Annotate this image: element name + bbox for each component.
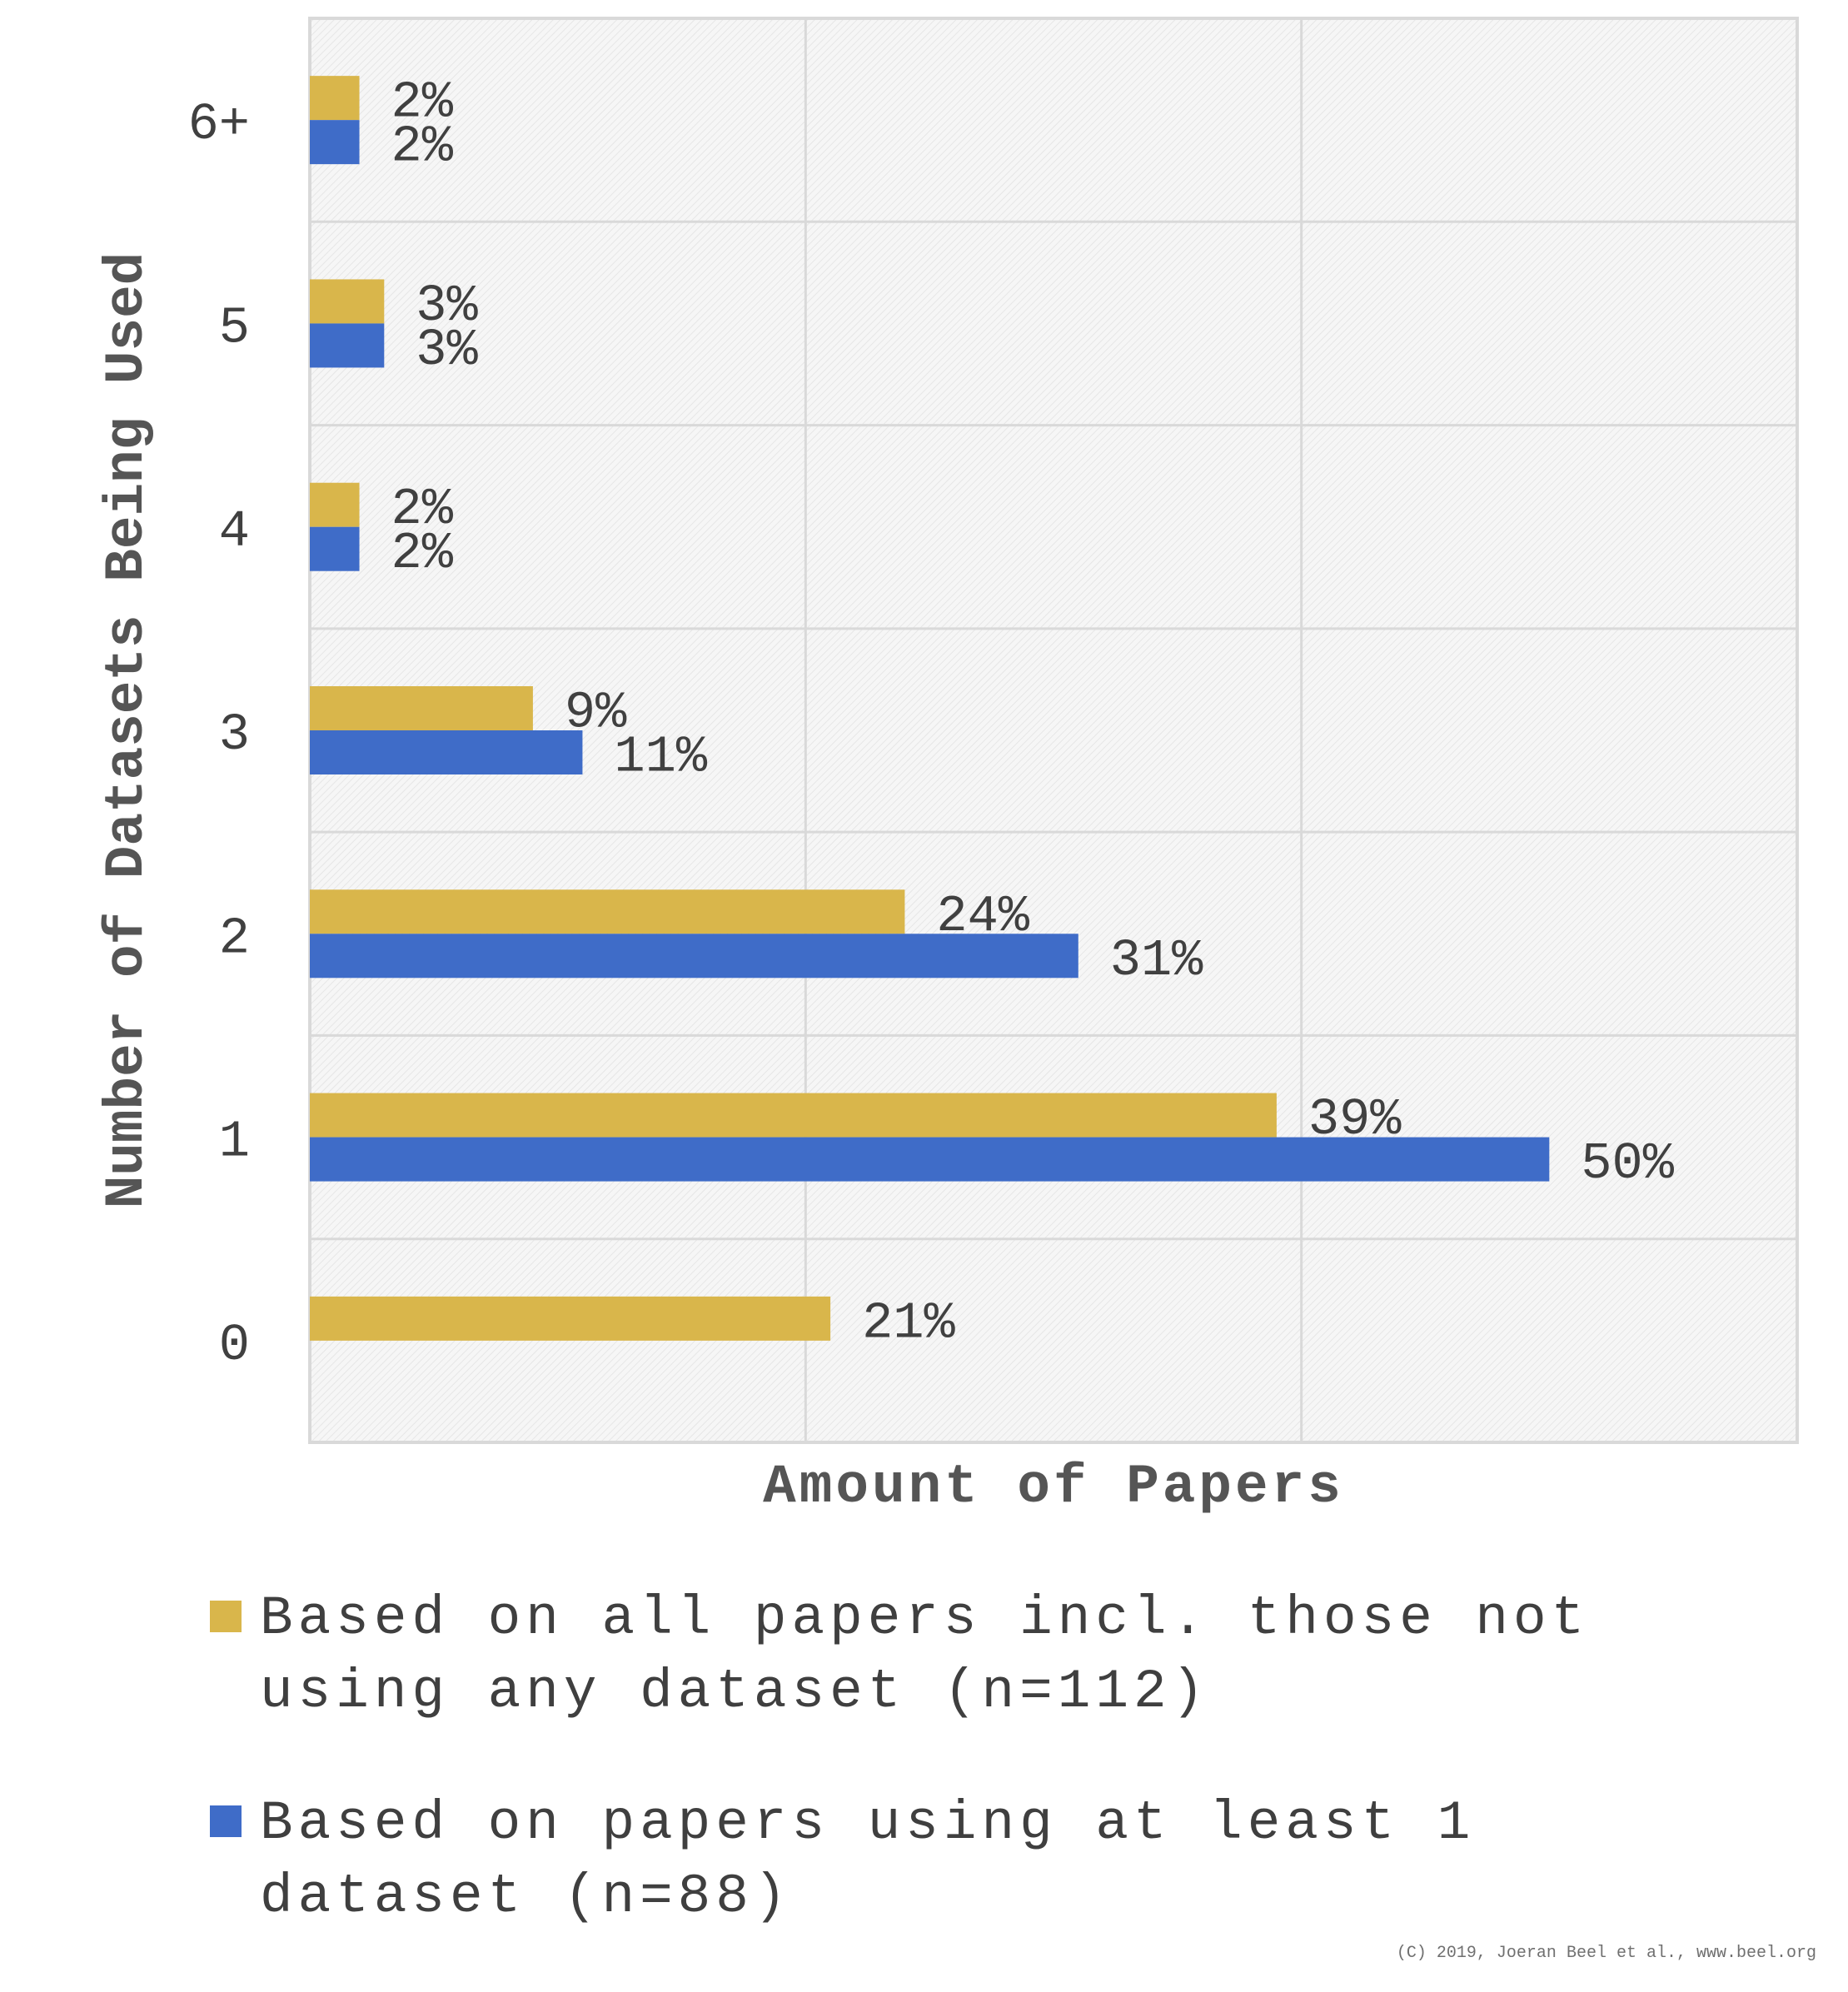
y-tick-label: 0 <box>219 1316 250 1375</box>
y-tick-labels: 0 1 2 3 4 5 6+ <box>188 95 250 1375</box>
data-label: 50% <box>1581 1134 1674 1193</box>
data-label: 3% <box>416 321 478 380</box>
bar-with-dataset <box>310 1137 1550 1182</box>
copyright-note: (C) 2019, Joeran Beel et al., www.beel.o… <box>1396 1944 1816 1963</box>
y-tick-label: 6+ <box>188 95 250 154</box>
y-tick-label: 4 <box>219 502 250 561</box>
data-label: 2% <box>391 73 454 132</box>
bar-with-dataset <box>310 323 385 368</box>
bar-with-dataset <box>310 526 360 571</box>
data-label: 9% <box>565 684 627 743</box>
bar-all-papers <box>310 76 360 121</box>
bar-with-dataset <box>310 934 1078 979</box>
data-labels: 21%39%50%24%31%9%11%2%2%3%3%2%2% <box>391 73 1675 1353</box>
data-label: 2% <box>391 480 454 539</box>
data-label: 24% <box>936 887 1029 946</box>
data-label: 39% <box>1308 1090 1402 1149</box>
legend-swatch-blue <box>210 1805 242 1837</box>
legend-swatch-gold <box>210 1601 242 1632</box>
data-label: 3% <box>416 276 478 336</box>
bar-with-dataset <box>310 120 360 165</box>
bar-all-papers <box>310 1093 1277 1138</box>
legend-item-papers-with-dataset: Based on papers using at least 1 dataset… <box>210 1787 1759 1934</box>
y-tick-label: 2 <box>219 909 250 968</box>
bar-all-papers <box>310 889 905 934</box>
bar-all-papers <box>310 1296 831 1341</box>
data-label: 2% <box>391 117 454 177</box>
chart: 21%39%50%24%31%9%11%2%2%3%3%2%2% 0123456… <box>96 17 1799 1518</box>
legend-label: Based on all papers incl. those not usin… <box>260 1587 1590 1723</box>
y-tick-label: 3 <box>219 705 250 764</box>
legend: Based on all papers incl. those not usin… <box>210 1582 1759 1992</box>
y-tick-label: 5 <box>219 298 250 357</box>
y-tick-label: 1 <box>219 1113 250 1172</box>
legend-label: Based on papers using at least 1 dataset… <box>260 1792 1476 1928</box>
bar-all-papers <box>310 482 360 527</box>
bar-all-papers <box>310 279 385 324</box>
bar-all-papers <box>310 686 533 730</box>
bar-with-dataset <box>310 730 583 774</box>
x-axis-title: Amount of Papers <box>763 1456 1344 1518</box>
data-label: 21% <box>862 1293 955 1352</box>
y-axis-title: Number of Datasets Being Used <box>96 252 158 1209</box>
data-label: 11% <box>614 728 707 787</box>
data-label: 31% <box>1110 931 1203 990</box>
bars <box>310 76 1550 1341</box>
legend-item-all-papers: Based on all papers incl. those not usin… <box>210 1582 1759 1729</box>
data-label: 2% <box>391 524 454 583</box>
